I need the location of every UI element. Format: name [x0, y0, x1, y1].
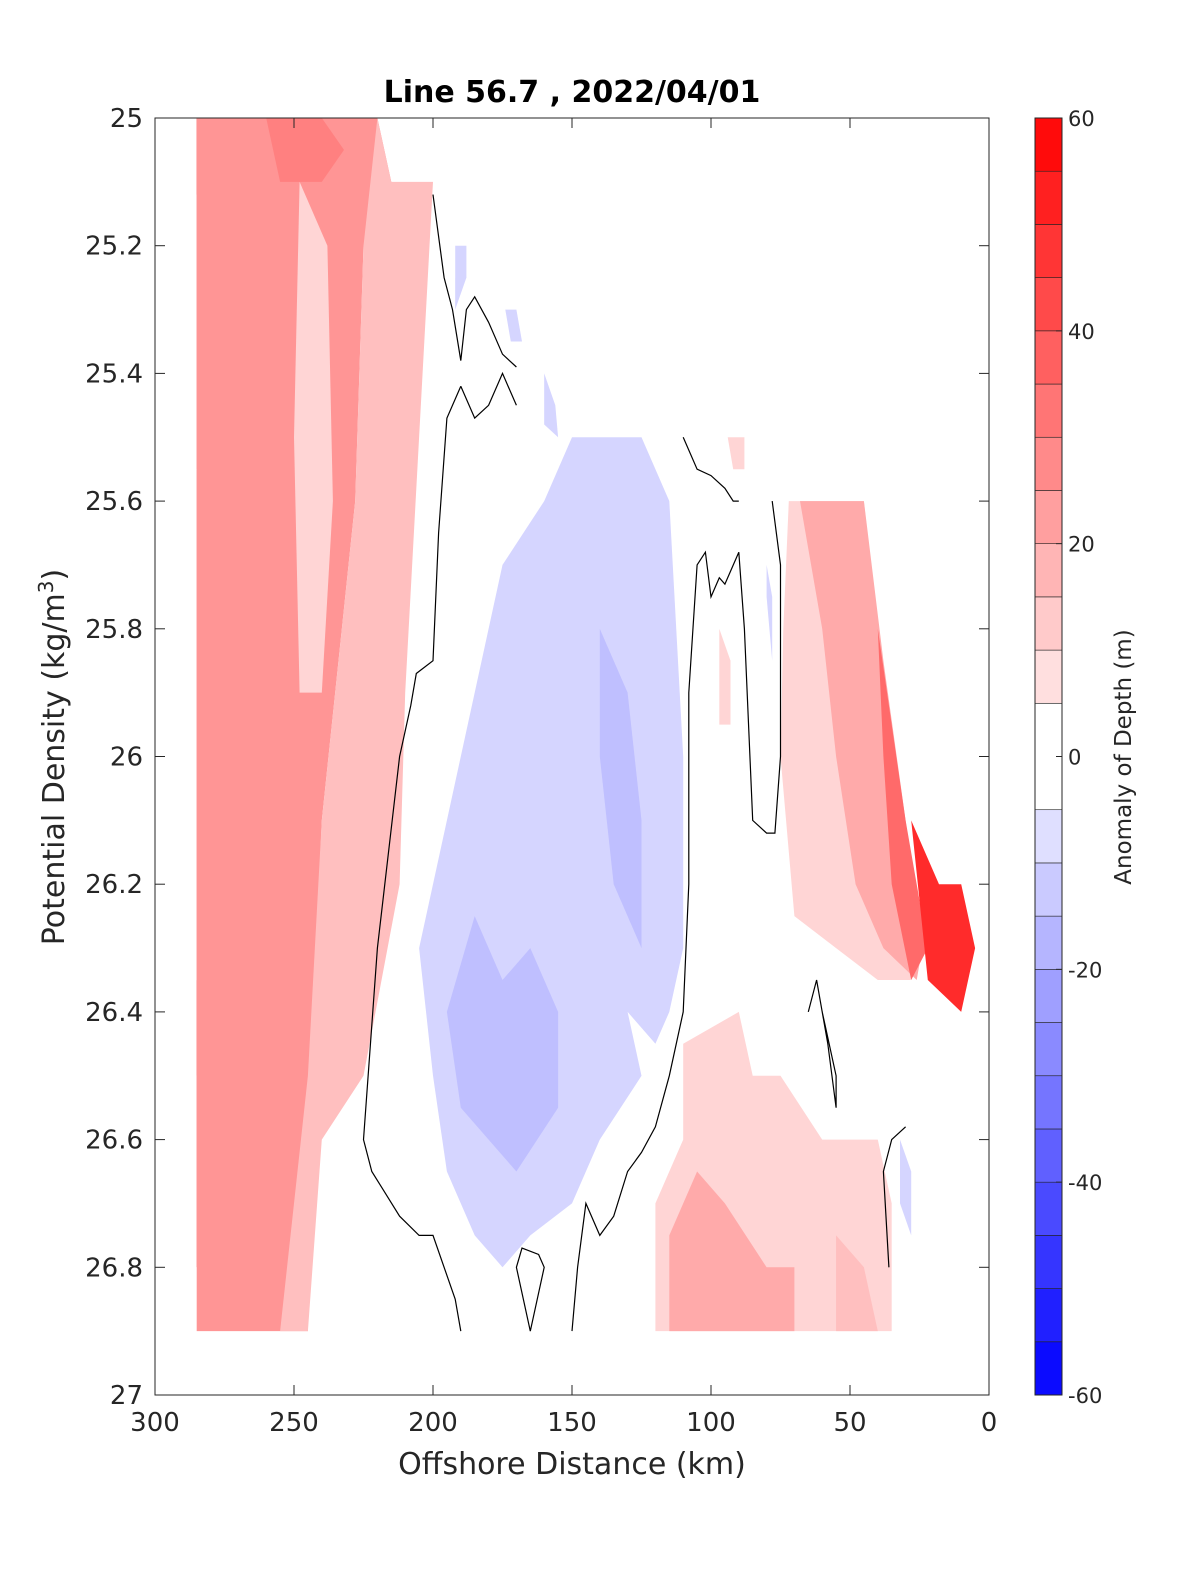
chart-title: Line 56.7 , 2022/04/01: [384, 75, 761, 110]
zero-contour-1: [362, 385, 462, 1332]
y-tick-label-7: 26.4: [85, 998, 143, 1028]
y-tick-label-0: 25: [110, 104, 143, 134]
contour-region-10: [599, 628, 642, 949]
contour-region-21: [727, 437, 745, 470]
colorbar-swatch-22: [1034, 117, 1063, 172]
y-tick-label-5: 26: [110, 743, 143, 773]
colorbar-tick-label-2: -20: [1068, 958, 1102, 982]
contour-region-13: [505, 309, 522, 342]
x-tick-label-1: 250: [269, 1408, 319, 1438]
colorbar-tick-label-0: -60: [1068, 1384, 1102, 1408]
y-axis-label: Potential Density (kg/m3): [34, 569, 72, 945]
colorbar-swatch-16: [1034, 436, 1063, 491]
colorbar: -60 -40 -20 0 20 40 60 Anomaly of Depth (m): [1034, 107, 1137, 1408]
zero-contour-5: [682, 437, 739, 502]
contour-region-22: [719, 628, 731, 725]
colorbar-swatch-12: [1034, 649, 1063, 704]
y-tick-label-2: 25.4: [85, 359, 143, 389]
colorbar-swatch-5: [1034, 1075, 1063, 1130]
colorbar-swatch-18: [1034, 330, 1063, 385]
colorbar-swatch-15: [1034, 490, 1063, 544]
y-tick-label-8: 26.6: [85, 1126, 143, 1156]
contour-region-5: [280, 118, 433, 1332]
x-tick-label-2: 200: [408, 1408, 458, 1438]
y-axis-label-close: ): [37, 569, 72, 581]
x-tick-label-0: 300: [130, 1408, 180, 1438]
colorbar-swatch-0: [1034, 1341, 1063, 1396]
zero-contour-0: [432, 194, 517, 368]
colorbar-swatch-2: [1034, 1235, 1063, 1289]
y-axis-ticks: 25 25.2 25.4 25.6 25.8 26 26.2 26.4 26.6 26.8 27: [85, 104, 989, 1411]
contour-region-11: [544, 373, 559, 438]
colorbar-tick-label-5: 40: [1068, 320, 1095, 344]
y-tick-label-1: 25.2: [85, 232, 143, 262]
contour-region-17: [911, 820, 976, 1012]
contour-region-20: [836, 1235, 878, 1332]
y-axis-label-main: Potential Density (kg/m: [37, 593, 72, 945]
contour-region-24: [766, 564, 773, 661]
colorbar-swatch-1: [1034, 1288, 1063, 1343]
colorbar-swatch-4: [1034, 1128, 1063, 1183]
contour-region-23: [900, 1139, 912, 1236]
colorbar-label: Anomaly of Depth (m): [1111, 629, 1137, 884]
contour-region-6: [294, 181, 333, 693]
colorbar-ticks: -60 -40 -20 0 20 40 60: [1056, 107, 1102, 1408]
zero-contour-4: [571, 501, 782, 1332]
zero-contour-2: [460, 371, 517, 420]
contour-region-12: [455, 245, 467, 310]
y-tick-label-6: 26.2: [85, 870, 143, 900]
x-tick-label-4: 100: [686, 1408, 736, 1438]
zero-contour-lines: [362, 194, 907, 1332]
colorbar-swatch-7: [1034, 969, 1063, 1023]
colorbar-swatch-9: [1034, 862, 1063, 917]
colorbar-tick-label-1: -40: [1068, 1171, 1102, 1195]
x-axis-ticks: 300 250 200 150 100 50 0: [130, 118, 997, 1438]
colorbar-swatch-10: [1034, 809, 1063, 864]
colorbar-swatch-8: [1034, 915, 1063, 970]
colorbar-swatch-21: [1034, 170, 1063, 225]
x-tick-label-3: 150: [547, 1408, 597, 1438]
colorbar-swatch-13: [1034, 596, 1063, 651]
zero-contour-6: [807, 979, 837, 1108]
colorbar-swatch-3: [1034, 1181, 1063, 1236]
colorbar-swatch-17: [1034, 383, 1063, 438]
zero-contour-3: [515, 1247, 545, 1332]
plot-area: 300 250 200 150 100 50 0 2525.225.425.625.8262…: [85, 104, 997, 1438]
contour-region-9: [446, 916, 559, 1172]
colorbar-tick-label-6: 60: [1068, 107, 1095, 131]
y-tick-label-9: 26.8: [85, 1253, 143, 1283]
x-tick-label-5: 50: [833, 1408, 866, 1438]
y-tick-label-3: 25.6: [85, 487, 143, 517]
colorbar-swatch-6: [1034, 1022, 1063, 1077]
y-tick-label-4: 25.8: [85, 615, 143, 645]
zero-contour-7: [882, 1126, 907, 1268]
contour-region-19: [669, 1171, 795, 1332]
colorbar-tick-label-3: 0: [1068, 746, 1081, 770]
colorbar-swatch-19: [1034, 277, 1063, 332]
x-tick-label-6: 0: [981, 1408, 998, 1438]
contour-region-7: [266, 118, 344, 182]
colorbar-tick-label-4: 20: [1068, 533, 1095, 557]
filled-contours: [196, 118, 976, 1332]
contour-region-4: [196, 118, 392, 1332]
colorbar-swatch-20: [1034, 224, 1063, 278]
colorbar-swatch-14: [1034, 543, 1063, 598]
y-tick-label-10: 27: [110, 1381, 143, 1411]
colorbar-swatches: [1034, 117, 1063, 1396]
contour-region-16: [877, 628, 928, 980]
x-axis-label: Offshore Distance (km): [398, 1447, 746, 1482]
y-axis-label-superscript: 3: [34, 580, 58, 593]
